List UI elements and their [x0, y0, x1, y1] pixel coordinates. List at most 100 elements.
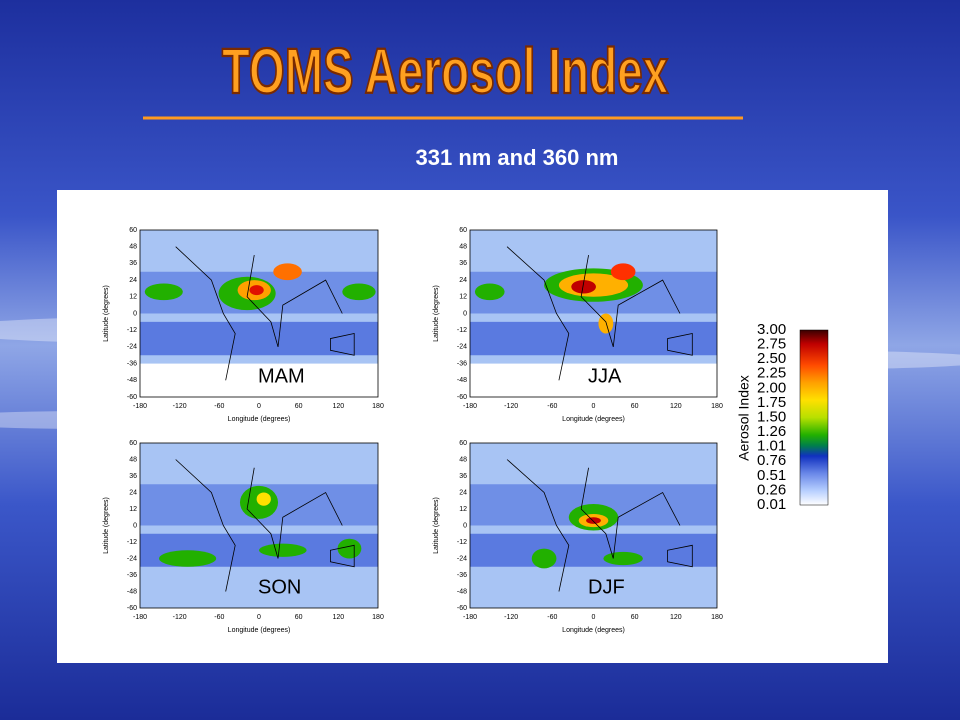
x-tick-label: 0	[257, 403, 261, 410]
y-tick-label: 12	[129, 294, 137, 301]
colorbar-tick-label: 2.50	[757, 350, 786, 367]
y-axis-label: Latitude (degrees)	[433, 285, 440, 342]
map-frame	[139, 442, 379, 609]
y-tick-label: 12	[129, 506, 137, 513]
y-tick-label: 0	[463, 522, 467, 529]
y-tick-label: -12	[457, 539, 467, 546]
y-axis-label: Latitude (degrees)	[433, 497, 440, 554]
colorbar-tick-label: 0.51	[757, 467, 786, 484]
aerosol-region	[249, 285, 264, 296]
title: TOMS Aerosol Index	[222, 34, 668, 107]
x-tick-label: -180	[133, 403, 147, 410]
y-tick-label: 48	[459, 244, 467, 251]
y-tick-label: 36	[459, 260, 467, 267]
y-tick-label: -48	[127, 588, 137, 595]
y-tick-label: 60	[459, 227, 467, 234]
aerosol-region	[586, 517, 601, 524]
colorbar-tick-label: 1.01	[757, 438, 786, 455]
x-axis-label: Longitude (degrees)	[228, 416, 291, 423]
colorbar-tick-label: 0.26	[757, 481, 786, 498]
x-tick-label: 120	[670, 614, 682, 621]
y-tick-label: -24	[127, 344, 137, 351]
x-tick-label: -180	[463, 614, 477, 621]
y-tick-label: -48	[457, 588, 467, 595]
aerosol-region	[531, 548, 557, 569]
colorbar-tick-label: 2.75	[757, 336, 786, 353]
y-tick-label: 60	[459, 440, 467, 447]
x-tick-label: 180	[372, 403, 384, 410]
x-tick-label: -180	[133, 614, 147, 621]
y-tick-label: -36	[127, 572, 137, 579]
y-tick-label: -60	[127, 605, 137, 612]
map-band	[140, 321, 378, 356]
y-tick-label: 24	[129, 489, 137, 496]
season-label: JJA	[588, 365, 622, 387]
y-tick-label: -60	[457, 605, 467, 612]
y-tick-label: -36	[457, 572, 467, 579]
y-tick-label: -24	[457, 555, 467, 562]
y-tick-label: -48	[457, 377, 467, 384]
y-tick-label: -24	[457, 344, 467, 351]
y-tick-label: 24	[459, 489, 467, 496]
map-band	[470, 321, 717, 356]
y-tick-label: -24	[127, 555, 137, 562]
x-tick-label: 60	[631, 403, 639, 410]
aerosol-region	[159, 550, 217, 567]
y-tick-label: 60	[129, 440, 137, 447]
x-tick-label: -120	[173, 403, 187, 410]
y-tick-label: 36	[129, 260, 137, 267]
y-tick-label: -12	[127, 539, 137, 546]
coastline	[506, 246, 693, 381]
aerosol-region	[342, 283, 376, 301]
season-label: SON	[258, 576, 301, 598]
y-tick-label: -36	[457, 360, 467, 367]
x-tick-label: 60	[631, 614, 639, 621]
y-tick-label: 24	[459, 277, 467, 284]
colorbar-label: Aerosol Index	[736, 375, 752, 461]
map-band	[470, 533, 717, 567]
y-tick-label: -60	[457, 394, 467, 401]
y-tick-label: 12	[459, 294, 467, 301]
y-tick-label: 60	[129, 227, 137, 234]
x-tick-label: 180	[711, 403, 723, 410]
aerosol-region	[474, 283, 505, 301]
coastline	[506, 459, 693, 592]
y-tick-label: -12	[457, 327, 467, 334]
x-tick-label: -120	[504, 614, 518, 621]
y-tick-label: 0	[133, 522, 137, 529]
x-tick-label: 120	[670, 403, 682, 410]
colorbar-tick-label: 3.00	[757, 321, 786, 338]
map-nodata	[470, 363, 717, 397]
aerosol-region	[610, 263, 636, 281]
y-tick-label: 48	[129, 244, 137, 251]
map-nodata	[140, 363, 378, 397]
x-tick-label: 60	[295, 614, 303, 621]
colorbar-tick-label: 2.00	[757, 379, 786, 396]
x-tick-label: 60	[295, 403, 303, 410]
aerosol-region	[571, 280, 596, 294]
aerosol-region	[144, 283, 183, 301]
y-tick-label: 48	[129, 456, 137, 463]
x-tick-label: -120	[504, 403, 518, 410]
aerosol-region	[273, 263, 302, 281]
season-label: DJF	[588, 576, 625, 598]
aerosol-region	[337, 538, 362, 559]
x-tick-label: -180	[463, 403, 477, 410]
y-tick-label: -12	[127, 327, 137, 334]
x-tick-label: 0	[592, 614, 596, 621]
aerosol-region	[259, 543, 307, 557]
x-tick-label: -60	[547, 403, 557, 410]
x-tick-label: 120	[332, 403, 344, 410]
y-tick-label: -48	[127, 377, 137, 384]
y-axis-label: Latitude (degrees)	[103, 497, 110, 554]
y-axis-label: Latitude (degrees)	[103, 285, 110, 342]
y-tick-label: 0	[133, 310, 137, 317]
aerosol-region	[256, 492, 271, 506]
y-tick-label: 36	[129, 473, 137, 480]
coastline	[175, 246, 355, 381]
map-frame	[469, 229, 718, 398]
